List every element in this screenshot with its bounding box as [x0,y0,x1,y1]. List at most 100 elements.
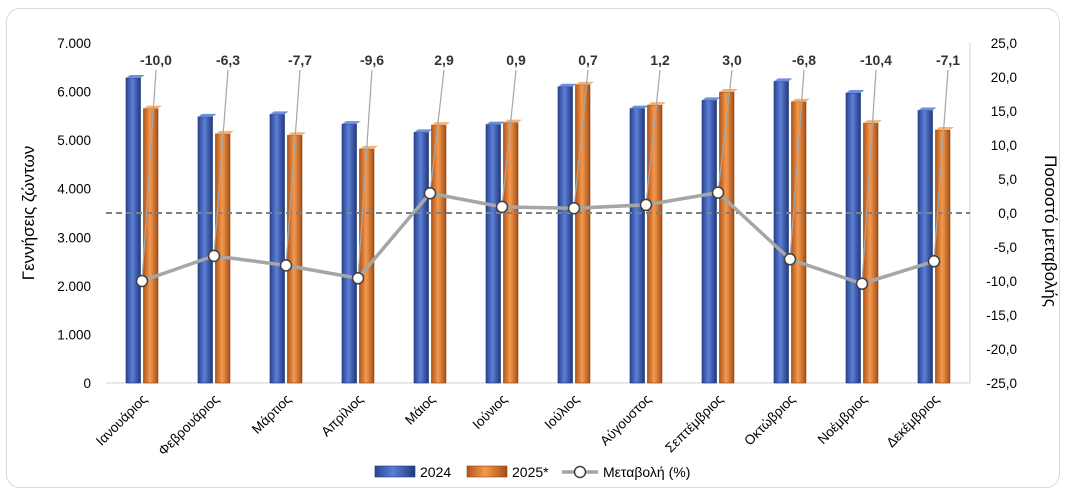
bar-top [270,111,289,115]
bar-2025-6 [575,84,591,384]
bar-2024-2 [269,114,285,384]
change-point-1 [207,249,221,263]
x-tick-label: Δεκέμβριος [883,391,942,450]
change-point-8 [711,186,725,199]
y-tick-label: 7.000 [57,36,91,51]
bar-top [575,81,594,85]
bar-top [486,121,505,125]
x-tick-label: Απρίλιος [318,391,366,439]
legend-swatch-2025 [466,465,508,478]
y2-tick-label: 0,0 [998,206,1017,221]
x-tick-label: Φεβρουάριος [155,391,222,458]
y-tick-label: 3.000 [57,230,91,245]
data-label-change: -7,1 [936,52,960,68]
bar-2024-3 [341,123,357,384]
bar-2024-0 [125,77,141,384]
bar-top [431,122,450,126]
bar-top [342,121,361,125]
bar-2024-1 [197,116,213,384]
bar-top [702,97,721,101]
data-label-leader [429,69,445,194]
change-point-6 [567,201,581,215]
y2-tick-label: -25,0 [986,376,1017,391]
x-tick-label: Αύγουστος [597,391,654,448]
y2-tick-label: 10,0 [991,138,1017,153]
data-label-change: 2,9 [434,52,454,68]
x-tick-label: Μάρτιος [249,391,295,437]
data-label-leader [933,69,949,262]
change-point-11 [927,255,941,268]
bar-top [935,126,954,130]
y2-tick-label: -15,0 [986,308,1017,323]
bar-top [558,83,577,87]
data-label-change: 0,7 [578,52,598,68]
y-tick-label: 4.000 [57,182,91,197]
data-label-leader [717,69,733,193]
bar-2024-7 [629,108,645,384]
bar-top [791,98,810,102]
bar-2025-5 [503,122,519,384]
data-label-leader [213,69,229,256]
y2-tick-label: -20,0 [986,342,1017,357]
bar-top [719,89,738,93]
bar-top [215,130,234,134]
y2-tick-label: 5,0 [998,172,1017,187]
bar-2024-8 [701,100,717,384]
bar-2024-5 [485,124,501,384]
legend-label-2024: 2024 [420,464,451,480]
data-label-leader [141,69,157,282]
legend-marker-change [573,465,587,479]
data-label-change: -10,4 [860,52,892,68]
bar-2024-6 [557,86,573,384]
legend-label-change: Μεταβολή (%) [603,464,690,480]
x-tick-label: Ιανουάριος [93,391,150,448]
y-axis-title: Γεννήσεις ζώντων [19,146,38,281]
x-tick-label: Σεπτέμβριος [662,391,726,455]
y2-axis-title: Ποσοστό μεταβολής [1041,155,1060,307]
bar-top [918,107,937,111]
bar-top [503,119,522,123]
y2-tick-label: 25,0 [991,36,1017,51]
change-point-3 [351,272,365,285]
change-point-9 [783,252,797,266]
chart-frame [6,8,1060,488]
x-tick-label: Οκτώβριος [741,391,798,448]
change-point-10 [855,277,869,290]
data-label-change: 1,2 [650,52,670,68]
y-tick-label: 5.000 [57,133,91,148]
data-label-change: -10,0 [140,52,172,68]
y2-tick-label: 20,0 [991,70,1017,85]
data-label-change: -6,3 [216,52,240,68]
y2-tick-label: 15,0 [991,104,1017,119]
data-label-leader [501,69,517,207]
x-tick-label: Μάιος [402,391,438,427]
bar-top [630,105,649,109]
data-label-leader [861,69,877,284]
change-line [141,190,935,286]
x-tick-label: Νοέμβριος [815,391,871,447]
change-point-2 [279,259,293,272]
bar-2024-4 [413,132,429,384]
data-label-change: -7,7 [288,52,312,68]
bar-top [846,90,865,94]
bar-top [414,129,433,133]
data-label-change: 0,9 [506,52,526,68]
data-label-leader [285,69,301,266]
data-label-leader [357,69,373,279]
bar-2024-9 [773,81,789,384]
bar-top [774,78,793,82]
y-tick-label: 1.000 [57,327,91,342]
y2-tick-label: -5,0 [994,240,1017,255]
change-point-5 [495,200,509,214]
change-point-4 [423,187,437,200]
bar-2024-10 [845,92,861,384]
data-label-change: -9,6 [360,52,384,68]
data-label-change: 3,0 [722,52,742,68]
data-label-leader [645,69,661,205]
bar-2024-11 [917,110,933,384]
bar-2025-10 [863,122,879,384]
x-tick-label: Ιούνιος [470,391,511,432]
change-point-7 [639,198,653,212]
y-tick-label: 0 [83,376,91,391]
